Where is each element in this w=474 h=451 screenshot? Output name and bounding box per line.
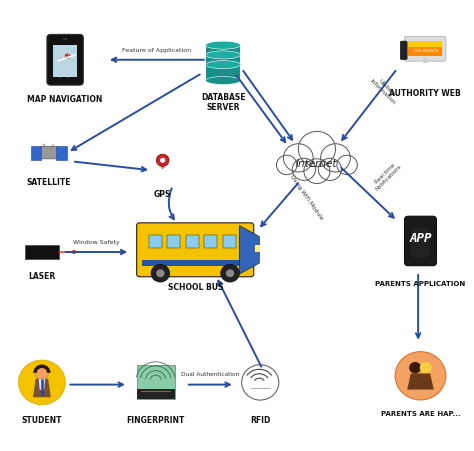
Circle shape (292, 158, 316, 180)
Bar (137, 389, 174, 399)
Bar (204, 235, 218, 248)
Text: YOUR WEBSITE: YOUR WEBSITE (412, 49, 438, 53)
Ellipse shape (206, 41, 240, 49)
FancyBboxPatch shape (137, 223, 254, 277)
Circle shape (156, 269, 164, 277)
Bar (167, 235, 180, 248)
Circle shape (160, 158, 165, 163)
Bar (206, 55, 240, 71)
Text: Update
Information: Update Information (369, 74, 400, 105)
Bar (137, 365, 174, 399)
Bar (53, 45, 77, 77)
FancyBboxPatch shape (404, 37, 446, 61)
Text: PARENTS ARE HAP...: PARENTS ARE HAP... (381, 411, 460, 417)
Polygon shape (161, 165, 164, 169)
Circle shape (337, 155, 357, 175)
Circle shape (156, 154, 169, 166)
Circle shape (409, 362, 421, 373)
Text: Real time
Notifications: Real time Notifications (371, 160, 403, 192)
Polygon shape (38, 378, 45, 390)
Text: SATELLITE: SATELLITE (27, 178, 71, 187)
Bar (409, 41, 442, 56)
Circle shape (298, 131, 336, 167)
Circle shape (395, 352, 446, 400)
Bar (423, 58, 427, 63)
Bar (63, 38, 67, 40)
Circle shape (276, 155, 297, 175)
Circle shape (319, 158, 341, 180)
Circle shape (72, 250, 76, 254)
Text: SCHOOL BUS: SCHOOL BUS (167, 283, 223, 292)
Circle shape (151, 264, 170, 282)
Text: LASER: LASER (28, 272, 55, 281)
Text: DATABASE
SERVER: DATABASE SERVER (201, 93, 246, 112)
Ellipse shape (206, 51, 240, 59)
Ellipse shape (159, 167, 166, 169)
Text: Window Safety: Window Safety (73, 240, 120, 245)
FancyBboxPatch shape (40, 146, 58, 159)
Bar (149, 235, 162, 248)
Polygon shape (239, 226, 259, 274)
Bar (255, 245, 260, 252)
Text: FINGERPRINT: FINGERPRINT (127, 415, 185, 424)
Bar (411, 228, 430, 257)
Bar (31, 146, 41, 160)
Text: Dual Authentication: Dual Authentication (181, 373, 239, 377)
Circle shape (221, 264, 239, 282)
Polygon shape (407, 373, 434, 390)
Circle shape (420, 362, 432, 373)
Circle shape (320, 144, 350, 172)
Circle shape (35, 367, 49, 379)
Circle shape (64, 54, 71, 59)
Bar (206, 64, 240, 81)
Circle shape (283, 144, 313, 172)
FancyBboxPatch shape (401, 41, 407, 60)
Circle shape (242, 365, 279, 400)
Bar (409, 41, 442, 46)
Text: PARENTS APPLICATION: PARENTS APPLICATION (375, 281, 465, 287)
Text: AUTHORITY WEB: AUTHORITY WEB (389, 89, 461, 98)
Text: APP: APP (409, 232, 432, 245)
FancyBboxPatch shape (404, 216, 437, 266)
FancyBboxPatch shape (47, 34, 83, 85)
Bar (206, 45, 240, 61)
Circle shape (226, 269, 234, 277)
Text: Feature of Application: Feature of Application (122, 47, 191, 52)
Ellipse shape (206, 60, 240, 69)
Bar (25, 245, 59, 259)
Text: STUDENT: STUDENT (22, 415, 62, 424)
Ellipse shape (206, 77, 240, 84)
Text: Internet: Internet (296, 159, 337, 169)
Text: GPS: GPS (154, 190, 172, 199)
Circle shape (18, 360, 65, 405)
Bar (186, 235, 199, 248)
Text: RFID: RFID (250, 415, 270, 424)
Text: Using WiFi Module: Using WiFi Module (289, 174, 324, 221)
Bar (142, 259, 248, 266)
Bar (56, 146, 67, 160)
Circle shape (304, 159, 330, 184)
Bar (223, 235, 236, 248)
Polygon shape (33, 378, 51, 397)
Text: MAP NAVIGATION: MAP NAVIGATION (27, 95, 103, 104)
